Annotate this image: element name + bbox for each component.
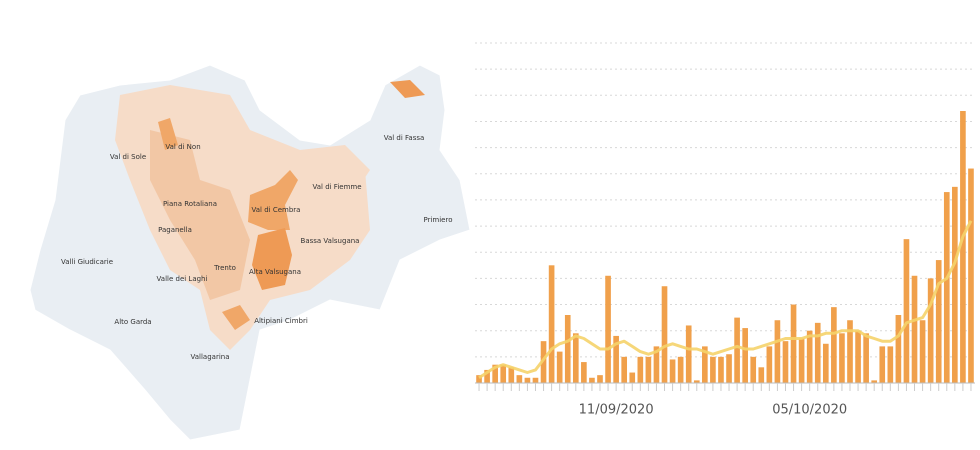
bar	[693, 380, 700, 383]
map-label: Val di Fiemme	[312, 183, 361, 191]
map-label: Primiero	[424, 216, 453, 224]
bar	[814, 322, 821, 383]
bar	[855, 330, 861, 383]
bar	[766, 346, 773, 383]
bar	[645, 356, 652, 383]
bar	[524, 377, 531, 383]
bar	[508, 367, 515, 383]
bar	[911, 275, 918, 383]
bar	[669, 359, 676, 383]
map-label: Vallagarina	[191, 353, 230, 361]
map-label: Alta Valsugana	[249, 268, 301, 276]
bar	[782, 341, 789, 383]
map-label: Trento	[213, 264, 236, 272]
map-label: Val di Non	[165, 143, 200, 151]
bar	[718, 356, 724, 383]
bar	[758, 367, 765, 383]
map	[29, 64, 471, 441]
bar	[887, 346, 894, 383]
bar	[943, 192, 950, 383]
bar	[702, 346, 708, 383]
map-area	[252, 228, 292, 290]
bar	[653, 346, 660, 383]
bar	[960, 111, 966, 383]
map-area	[222, 305, 250, 330]
bar	[806, 330, 813, 383]
map-area	[158, 118, 178, 150]
bar	[605, 275, 611, 383]
bar	[968, 168, 974, 383]
bar	[952, 186, 958, 383]
map-label: Valle dei Laghi	[157, 275, 208, 283]
bar	[927, 278, 934, 383]
bar	[572, 333, 579, 383]
bar	[895, 315, 902, 383]
bar	[548, 265, 555, 383]
bar	[581, 362, 587, 383]
bar	[822, 343, 829, 383]
map-area	[300, 145, 370, 200]
bar	[629, 372, 636, 383]
bar	[589, 377, 595, 383]
map-area	[390, 80, 425, 98]
bar	[831, 307, 837, 383]
bar	[734, 317, 740, 383]
bar	[726, 354, 732, 383]
bar	[516, 375, 523, 383]
bar	[790, 304, 797, 383]
bar	[621, 356, 628, 383]
bar	[774, 320, 781, 383]
bar	[564, 315, 571, 383]
bar	[710, 356, 716, 383]
bar	[935, 260, 942, 383]
bar	[677, 356, 684, 383]
bar	[847, 320, 853, 383]
map-label: Bassa Valsugana	[301, 237, 360, 245]
bar	[540, 341, 547, 383]
map-area	[248, 170, 298, 230]
x-tick-label: 11/09/2020	[579, 403, 654, 418]
bar	[879, 346, 886, 383]
bar	[863, 333, 869, 383]
bar	[500, 364, 507, 383]
bar	[597, 375, 603, 383]
bar	[685, 325, 692, 383]
bar	[556, 351, 563, 383]
map-label: Piana Rotaliana	[163, 200, 217, 208]
bar	[637, 356, 644, 383]
bar	[798, 338, 805, 383]
bar	[750, 356, 757, 383]
bar	[613, 335, 619, 383]
map-area	[150, 130, 250, 300]
bar	[742, 328, 748, 383]
map-label: Alto Garda	[114, 318, 151, 326]
bar	[484, 369, 490, 383]
map-label: Val di Cembra	[252, 206, 301, 214]
bar	[871, 380, 878, 383]
map-label: Paganella	[158, 226, 192, 234]
bar	[839, 333, 845, 383]
map-label: Altipiani Cimbri	[254, 317, 308, 325]
map-label: Valli Giudicarie	[61, 258, 113, 266]
x-tick-label: 05/10/2020	[772, 403, 847, 418]
map-label: Val di Sole	[110, 153, 146, 161]
bar	[532, 377, 539, 383]
bar	[919, 320, 926, 383]
bar	[661, 286, 668, 383]
bar	[492, 364, 498, 383]
map-label: Val di Fassa	[384, 134, 425, 142]
line	[478, 220, 973, 380]
bar-chart: 11/09/2020 05/10/2020	[475, 42, 975, 418]
bar	[903, 239, 910, 383]
bar	[476, 375, 482, 383]
